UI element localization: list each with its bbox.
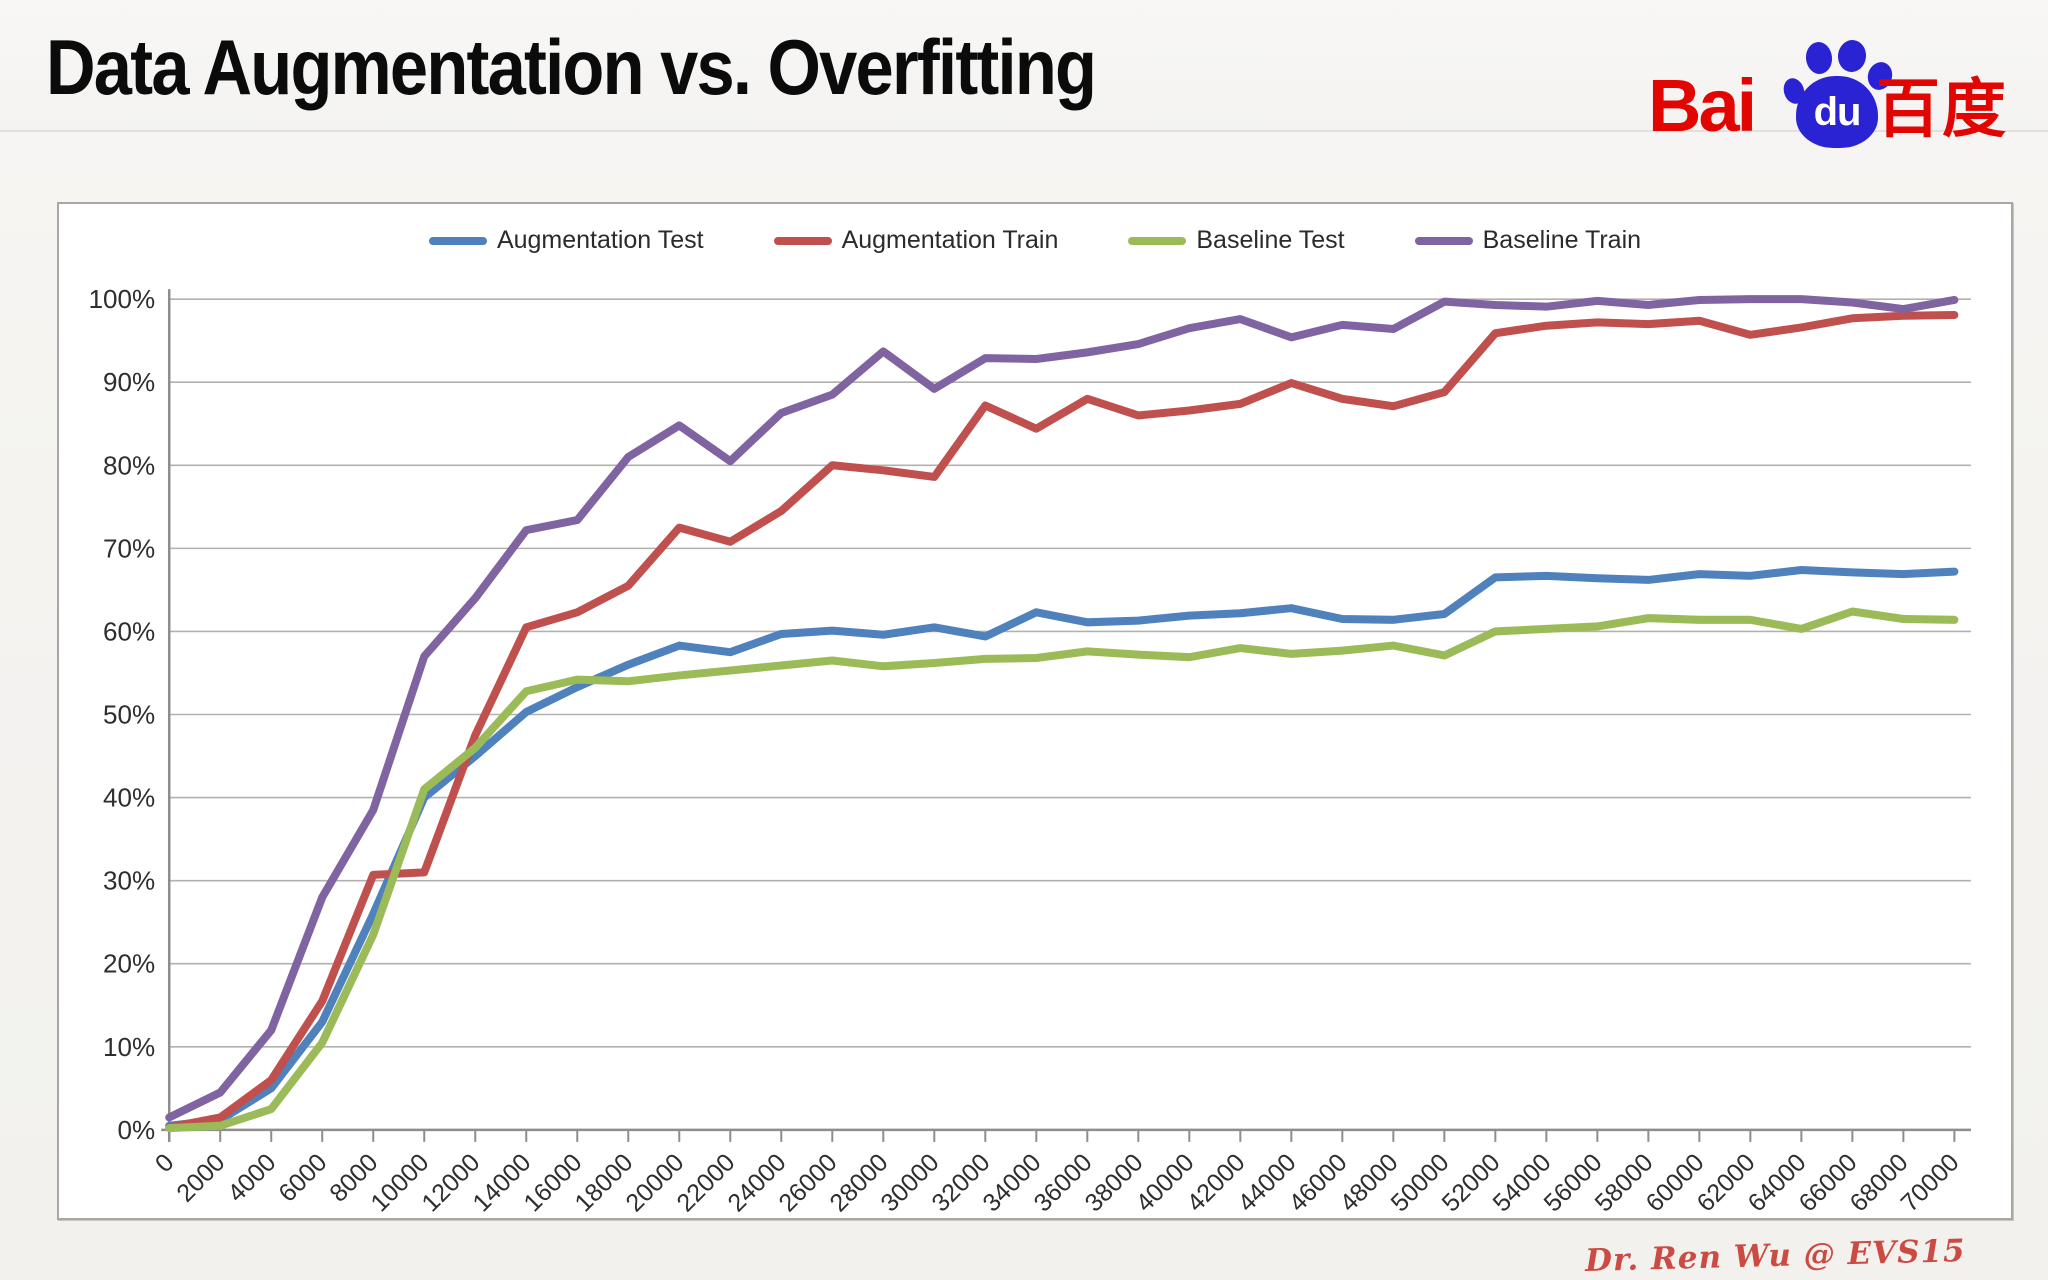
x-axis-tick-label: 14000: [467, 1148, 536, 1217]
y-axis-tick-label: 0%: [118, 1115, 156, 1145]
chart-legend: Augmentation Test Augmentation Train Bas…: [59, 226, 2011, 255]
x-axis-tick-label: 24000: [722, 1148, 791, 1217]
x-axis-tick-label: 60000: [1641, 1148, 1710, 1217]
author-signature: Dr. Ren Wu @ EVS15: [1584, 1233, 1967, 1279]
x-axis-tick-label: 44000: [1233, 1148, 1302, 1217]
baidu-logo-du-text: du: [1813, 89, 1862, 134]
x-axis-tick-label: 58000: [1590, 1148, 1659, 1217]
x-axis-tick-label: 70000: [1896, 1148, 1965, 1217]
x-axis-tick-label: 26000: [773, 1148, 842, 1217]
series-line-baseline-train: [165, 295, 1959, 1122]
x-axis-tick-label: 46000: [1284, 1148, 1353, 1217]
y-axis-tick-label: 100%: [89, 284, 156, 314]
legend-label: Augmentation Train: [841, 226, 1059, 254]
baidu-logo: Bai du 百度: [1648, 38, 2008, 152]
x-axis-tick-label: 18000: [569, 1148, 638, 1217]
legend-marker-purple: [1414, 236, 1473, 245]
line-chart-canvas: 0%10%20%30%40%50%60%70%80%90%100%0200040…: [89, 284, 1971, 1217]
slide-header: Data Augmentation vs. Overfitting Bai du…: [0, 0, 2048, 148]
page-title: Data Augmentation vs. Overfitting: [46, 23, 1097, 111]
y-axis-tick-label: 80%: [103, 450, 155, 480]
legend-label: Baseline Test: [1196, 226, 1345, 254]
x-axis-tick-label: 28000: [824, 1148, 893, 1217]
y-axis-tick-label: 90%: [103, 367, 155, 397]
legend-item-augmentation-test: Augmentation Test: [428, 226, 704, 255]
paw-toe-icon: [1836, 38, 1868, 74]
x-axis-tick-label: 42000: [1182, 1148, 1251, 1217]
baidu-paw-icon: du: [1780, 38, 1896, 152]
x-axis-tick-label: 54000: [1488, 1148, 1557, 1217]
x-axis-tick-label: 20000: [620, 1148, 689, 1217]
baidu-logo-bai-text: Bai: [1648, 64, 1757, 147]
legend-item-baseline-train: Baseline Train: [1414, 226, 1642, 255]
x-axis-tick-label: 62000: [1692, 1148, 1761, 1217]
chart-panel: 0% 10% 20% 30% 40% 50% 60% 70% 80% 90% 100% 0 2000 40…: [57, 202, 2013, 1220]
x-axis-tick-label: 22000: [671, 1148, 740, 1217]
legend-marker-blue: [428, 236, 487, 245]
x-axis-tick-label: 38000: [1080, 1148, 1149, 1217]
x-axis-tick-label: 56000: [1539, 1148, 1608, 1217]
y-axis-tick-label: 70%: [103, 533, 155, 563]
x-axis-tick-label: 30000: [875, 1148, 944, 1217]
x-axis-tick-label: 12000: [416, 1148, 485, 1217]
y-axis-tick-label: 60%: [103, 616, 155, 646]
paw-pad-icon: du: [1796, 76, 1878, 148]
y-axis-tick-label: 40%: [103, 783, 155, 813]
x-axis-tick-label: 0: [150, 1148, 180, 1178]
y-axis-tick-label: 10%: [103, 1032, 155, 1062]
x-axis-tick-label: 36000: [1029, 1148, 1098, 1217]
legend-marker-red: [773, 236, 832, 245]
legend-marker-green: [1128, 236, 1187, 245]
x-axis-tick-label: 16000: [518, 1148, 587, 1217]
baidu-logo-chinese-text: 百度: [1876, 73, 2008, 145]
series-line-baseline-test: [165, 607, 1959, 1133]
y-axis-tick-label: 50%: [103, 700, 155, 730]
legend-label: Augmentation Test: [496, 226, 704, 254]
x-axis-tick-label: 68000: [1845, 1148, 1914, 1217]
legend-item-baseline-test: Baseline Test: [1128, 226, 1345, 255]
x-axis-tick-label: 6000: [273, 1148, 332, 1207]
series-line-augmentation-train: [165, 310, 1959, 1132]
paw-toe-icon: [1804, 40, 1834, 76]
x-axis-tick-label: 52000: [1437, 1148, 1506, 1217]
x-axis-tick-label: 40000: [1131, 1148, 1200, 1217]
x-axis-tick-label: 10000: [365, 1148, 434, 1217]
x-axis-tick-label: 66000: [1794, 1148, 1863, 1217]
x-axis-tick-label: 48000: [1335, 1148, 1404, 1217]
x-axis-tick-label: 50000: [1386, 1148, 1455, 1217]
legend-item-augmentation-train: Augmentation Train: [773, 226, 1059, 255]
x-axis-tick-label: 64000: [1743, 1148, 1812, 1217]
x-axis-tick-label: 32000: [926, 1148, 995, 1217]
y-axis-tick-label: 20%: [103, 949, 155, 979]
legend-label: Baseline Train: [1482, 226, 1642, 254]
x-axis-tick-label: 34000: [978, 1148, 1047, 1217]
y-axis-tick-label: 30%: [103, 866, 155, 896]
x-axis-tick-label: 4000: [222, 1148, 281, 1207]
x-axis-tick-label: 2000: [171, 1148, 230, 1207]
